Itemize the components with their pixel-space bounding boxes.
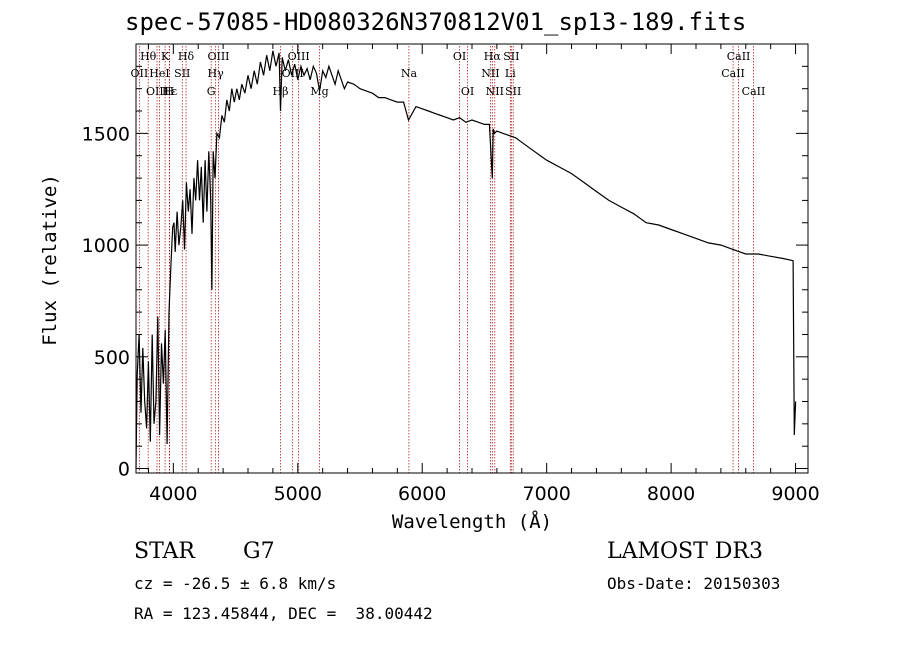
x-tick-label-5: 9000 — [771, 483, 819, 505]
line-marker-label-1: OII — [131, 67, 149, 80]
line-marker-label-0: Hθ — [140, 50, 157, 63]
line-marker-label-17: OI — [453, 50, 466, 63]
y-axis-label: Flux (relative) — [39, 174, 61, 346]
line-marker-label-10: Hγ — [208, 67, 225, 80]
y-tick-label-2: 1000 — [82, 235, 130, 257]
line-marker-label-7: SII — [174, 67, 190, 80]
line-marker-label-22: Li — [505, 67, 516, 80]
obs-date-readout: Obs-Date: 20150303 — [607, 574, 781, 593]
y-tick-labels: 0 500 1000 1500 — [82, 123, 130, 480]
line-marker-label-15: Mg — [310, 85, 328, 98]
plot-frame — [135, 43, 809, 474]
line-marker-label-23: NII — [486, 85, 504, 98]
line-marker-label-11: G — [207, 85, 216, 98]
line-marker-label-2: OIII — [146, 85, 168, 98]
line-marker-label-18: OI — [461, 85, 474, 98]
line-marker-label-26: CaII — [721, 67, 745, 80]
line-marker-label-27: CaII — [742, 85, 766, 98]
line-marker-label-24: SII — [505, 85, 521, 98]
line-marker-label-4: HeI — [149, 67, 169, 80]
y-tick-label-0: 0 — [118, 459, 130, 481]
subclass-label: G7 — [243, 539, 275, 564]
x-tick-label-3: 7000 — [522, 483, 570, 505]
x-tick-label-4: 8000 — [647, 483, 695, 505]
x-tick-label-1: 5000 — [274, 483, 322, 505]
line-marker-label-16: Na — [401, 67, 418, 80]
object-type-label: STAR — [134, 539, 195, 564]
coordinates-readout: RA = 123.45844, DEC = 38.00442 — [134, 604, 433, 623]
line-marker-label-6: Hδ — [178, 50, 195, 63]
line-marker-label-12: OIII — [288, 50, 310, 63]
axis-ticks — [136, 44, 808, 473]
line-marker-label-9: OIII — [207, 50, 229, 63]
line-marker-label-3: K — [161, 50, 170, 63]
chart-title: spec-57085-HD080326N370812V01_sp13-189.f… — [125, 8, 747, 36]
x-tick-label-2: 6000 — [398, 483, 446, 505]
y-tick-label-3: 1500 — [82, 123, 130, 145]
line-marker-label-5: Hε — [162, 85, 178, 98]
x-axis-label: Wavelength (Å) — [391, 511, 553, 533]
x-tick-labels: 4000 5000 6000 7000 8000 9000 — [149, 483, 820, 505]
line-marker-label-25: CaII — [727, 50, 751, 63]
line-marker-label-21: NII — [481, 67, 499, 80]
y-tick-label-1: 500 — [94, 347, 130, 369]
line-marker-label-8: H — [165, 85, 175, 98]
line-marker-label-19: Hα — [484, 50, 502, 63]
flux-series-line — [135, 50, 797, 469]
line-marker-label-20: SII — [503, 50, 519, 63]
x-tick-label-0: 4000 — [149, 483, 197, 505]
survey-label: LAMOST DR3 — [607, 539, 763, 564]
redshift-readout: cz = -26.5 ± 6.8 km/s — [134, 574, 337, 593]
spectral-line-markers — [138, 46, 754, 473]
